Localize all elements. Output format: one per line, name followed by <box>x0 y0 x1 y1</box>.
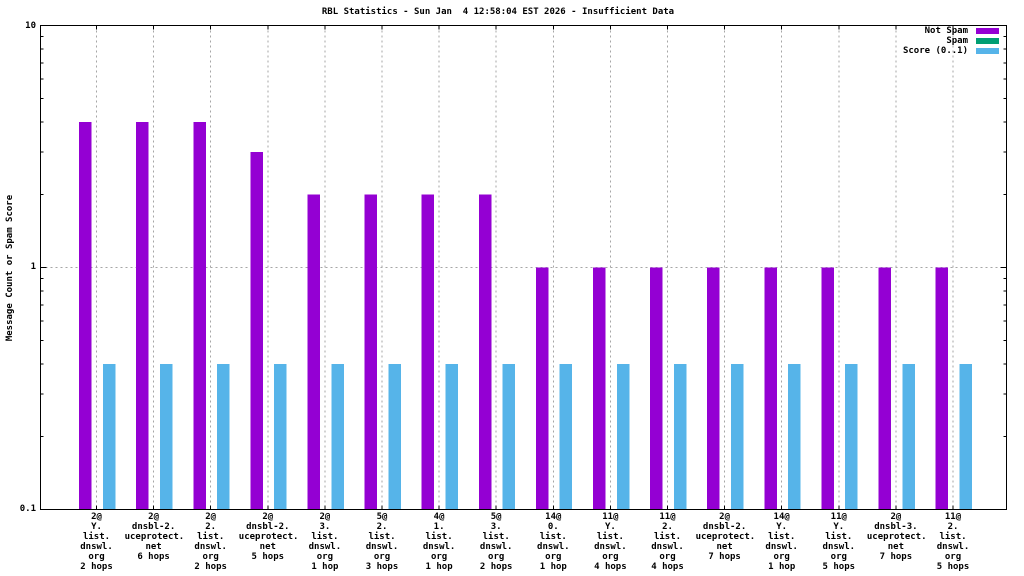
bar-not-spam <box>193 121 206 510</box>
bar-score-0-1- <box>217 363 230 510</box>
bar-score-0-1- <box>445 363 458 510</box>
bar-not-spam <box>421 194 435 510</box>
chart-title: RBL Statistics - Sun Jan 4 12:58:04 EST … <box>321 7 675 17</box>
legend-label-spam: Spam <box>946 36 968 46</box>
legend-label-score: Score (0..1) <box>902 46 968 56</box>
x-axis-label: 11@ 2. list. dnswl. org 4 hops <box>651 512 684 572</box>
bar-not-spam <box>478 194 492 510</box>
x-axis-label: 2@ 3. list. dnswl. org 1 hop <box>308 512 342 572</box>
y-tick-label-0.1: 0.1 <box>19 504 36 514</box>
legend-swatch-spam <box>976 38 999 44</box>
bar-score-0-1- <box>845 363 858 510</box>
x-axis-label: 11@ Y. list. dnswl. org 4 hops <box>594 512 627 572</box>
bar-score-0-1- <box>559 363 573 510</box>
bar-not-spam <box>250 152 263 510</box>
bar-not-spam <box>878 267 891 510</box>
bar-not-spam <box>592 267 606 510</box>
y-tick-label-1: 1 <box>30 262 36 272</box>
legend-swatch-score <box>976 48 999 54</box>
bar-not-spam <box>79 121 92 510</box>
bar-score-0-1- <box>730 363 744 510</box>
bar-not-spam <box>707 267 720 510</box>
bar-not-spam <box>935 267 949 510</box>
x-axis-label: 2@ Y. list. dnswl. org 2 hops <box>80 512 113 572</box>
legend-label-not-spam: Not Spam <box>924 26 968 36</box>
x-axis-label: 14@ 0. list. dnswl. org 1 hop <box>537 512 570 572</box>
x-axis-label: 2@ dnsbl-2. uceprotect. net 7 hops <box>695 512 756 562</box>
y-tick-label-10: 10 <box>25 21 36 31</box>
bar-score-0-1- <box>274 363 287 510</box>
x-axis-label: 2@ dnsbl-3. uceprotect. net 7 hops <box>866 512 927 562</box>
legend: Not Spam Spam Score (0..1) <box>903 26 999 56</box>
bar-score-0-1- <box>331 363 344 510</box>
bar-not-spam <box>821 267 834 510</box>
x-axis-label: 2@ 2. list. dnswl. org 2 hops <box>194 512 227 572</box>
legend-item-score: Score (0..1) <box>903 46 999 56</box>
bar-not-spam <box>650 267 663 510</box>
legend-item-spam: Spam <box>903 36 999 46</box>
legend-swatch-not-spam <box>976 28 999 34</box>
x-axis-label: 5@ 3. list. dnswl. org 2 hops <box>479 512 513 572</box>
bar-not-spam <box>136 121 149 510</box>
bar-score-0-1- <box>502 363 516 510</box>
bar-score-0-1- <box>902 363 915 510</box>
bar-not-spam <box>307 194 320 510</box>
bar-score-0-1- <box>959 363 972 510</box>
bar-score-0-1- <box>159 363 173 510</box>
x-axis-label: 14@ Y. list. dnswl. org 1 hop <box>765 512 798 572</box>
bar-not-spam <box>764 267 777 510</box>
legend-item-not-spam: Not Spam <box>903 26 999 36</box>
x-axis-label: 11@ Y. list. dnswl. org 5 hops <box>822 512 856 572</box>
x-axis-label: 4@ 1. list. dnswl. org 1 hop <box>422 512 456 572</box>
bar-not-spam <box>535 267 549 510</box>
x-axis-label: 5@ 2. list. dnswl. org 3 hops <box>365 512 399 572</box>
bar-not-spam <box>364 194 378 510</box>
x-axis-label: 2@ dnsbl-2. uceprotect. net 5 hops <box>238 512 299 562</box>
bar-score-0-1- <box>673 363 687 510</box>
bar-score-0-1- <box>102 363 116 510</box>
bar-score-0-1- <box>616 363 630 510</box>
bar-score-0-1- <box>388 363 401 510</box>
bar-score-0-1- <box>788 363 801 510</box>
x-axis-label: 11@ 2. list. dnswl. org 5 hops <box>936 512 970 572</box>
x-axis-label: 2@ dnsbl-2. uceprotect. net 6 hops <box>124 512 185 562</box>
